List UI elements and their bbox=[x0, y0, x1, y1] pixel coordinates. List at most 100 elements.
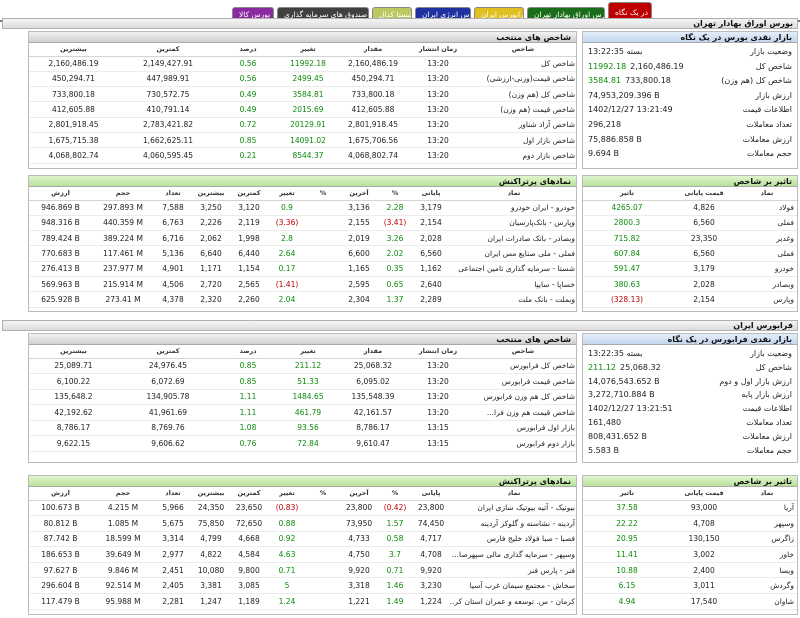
summary-row: شاخص کل 211.12 25,068.32 bbox=[583, 361, 797, 375]
table-row[interactable]: 186.653 B 39.649 M 2,977 4,822 4,584 4.63 4,75… bbox=[29, 546, 576, 563]
tse-impact-name[interactable]: وپارس bbox=[737, 291, 797, 308]
tse-symbol-name[interactable]: وبصادر - بانک صادرات ایران bbox=[450, 230, 576, 247]
ifb-symbol-chg: 0.71 bbox=[268, 562, 306, 579]
table-row[interactable]: 20.95 130,150 زاگرس bbox=[583, 531, 797, 548]
table-row[interactable]: 87.742 B 18.599 M 3,314 4,799 4,668 0.92 4,733… bbox=[29, 531, 576, 548]
tse-symbol-name[interactable]: شستا - سرمایه گذاری تامین اجتماعی bbox=[450, 261, 576, 277]
table-row[interactable]: 4,068,802.74 4,060,595.45 0.21 8544.37 4,068… bbox=[29, 147, 576, 164]
tse-symbols-header-6: کمترین bbox=[230, 187, 268, 201]
tse-symbol-name[interactable]: خساپا - سایپا bbox=[450, 276, 576, 293]
ifb-impact-name[interactable]: ویسا bbox=[737, 562, 797, 579]
tse-impact-name[interactable]: خودرو bbox=[737, 261, 797, 277]
tse-index-value: 412,605.88 bbox=[338, 101, 408, 118]
table-row[interactable]: 2,801,918.45 2,783,421.82 0.72 20129.91 2,80… bbox=[29, 117, 576, 133]
tab-3[interactable]: فرابورس ایران bbox=[474, 7, 524, 21]
table-row[interactable]: 2,160,486.19 2,149,427.91 0.56 11992.18 2,16… bbox=[29, 56, 576, 72]
ifb-symbol-chg: 5 bbox=[268, 577, 306, 595]
table-row[interactable]: 37.58 93,000 آریا bbox=[583, 500, 797, 517]
table-row[interactable]: 1,675,715.38 1,662,625.11 0.85 14091.02 1,67… bbox=[29, 132, 576, 149]
table-row[interactable]: 412,605.88 410,791.14 0.49 2015.69 412,605.8… bbox=[29, 101, 576, 118]
summary-label: وضعیت بازار bbox=[750, 349, 792, 358]
table-row[interactable]: 733,800.18 730,572.75 0.49 3584.81 733,800.1… bbox=[29, 86, 576, 103]
tab-7[interactable]: بورس کالا bbox=[232, 7, 274, 21]
summary-label: شاخص کل bbox=[755, 61, 792, 71]
ifb-impact-name[interactable]: شاوان bbox=[737, 593, 797, 610]
table-row[interactable]: 569.963 B 215.914 M 4,506 2,720 2,565 (1.41) 2… bbox=[29, 276, 576, 293]
summary-value-wrap: 161,480 bbox=[588, 416, 621, 430]
ifb-symbol-name[interactable]: وسپهر - سرمایه گذاری مالی سپهرصا... bbox=[450, 546, 576, 563]
ifb-impact-name[interactable]: خاور bbox=[737, 546, 797, 563]
tab-5[interactable]: شستا کدال bbox=[372, 7, 412, 21]
tse-impact-price: 23,350 bbox=[671, 230, 737, 247]
table-row[interactable]: 6.15 3,011 وگردش bbox=[583, 577, 797, 595]
table-row[interactable]: 715.82 23,350 وغدیر bbox=[583, 230, 797, 247]
table-row[interactable]: 22.22 4,708 وسپهر bbox=[583, 515, 797, 532]
table-row[interactable]: 100.673 B 4.215 M 5,966 24,350 23,650 (0.83) 2… bbox=[29, 500, 576, 517]
tse-impact-name[interactable]: فملی bbox=[737, 215, 797, 232]
table-row[interactable]: 789.424 B 389.224 M 6,716 2,062 1,998 2.8 2,01… bbox=[29, 230, 576, 247]
ifb-symbol-name[interactable]: سخاش - مجتمع سیمان غرب آسیا bbox=[450, 577, 576, 595]
table-row[interactable]: 9,622.15 9,606.62 0.76 72.84 9,610.47 13:15 با… bbox=[29, 435, 576, 452]
tab-1[interactable]: در یک نگاه bbox=[608, 2, 652, 21]
tse-impact-name[interactable]: وغدیر bbox=[737, 230, 797, 247]
ifb-impact-name[interactable]: زاگرس bbox=[737, 531, 797, 548]
tse-index-pct: 0.72 bbox=[218, 117, 278, 133]
tse-impact-price: 6,560 bbox=[671, 245, 737, 262]
tse-symbol-name[interactable]: خودرو - ایران خودرو bbox=[450, 200, 576, 216]
summary-value: 75,886.858 B bbox=[588, 134, 642, 144]
table-row[interactable]: 4.94 17,540 شاوان bbox=[583, 593, 797, 610]
tse-indices-header-2: مقدار bbox=[338, 43, 408, 57]
table-row[interactable]: 607.84 6,560 فملی bbox=[583, 245, 797, 262]
table-row[interactable]: 770.683 B 117.461 M 5,136 6,640 6,440 2.64 6,6… bbox=[29, 245, 576, 262]
table-row[interactable]: 6,100.22 6,072.69 0.85 51.33 6,095.02 13:20 شا… bbox=[29, 373, 576, 390]
ifb-symbols-header-2: % bbox=[378, 487, 412, 501]
table-row[interactable]: 97.627 B 9.846 M 2,451 10,080 9,800 0.71 9,920… bbox=[29, 562, 576, 579]
tse-index-name: شاخص آزاد شناور bbox=[468, 117, 576, 133]
tse-symbol-close: 2,154 bbox=[412, 215, 450, 232]
table-row[interactable]: 25,089.71 24,976.45 0.85 211.12 25,068.32 13:… bbox=[29, 358, 576, 374]
table-row[interactable]: 380.63 2,028 وبصادر bbox=[583, 276, 797, 293]
table-row[interactable]: 117.479 B 95.988 M 2,281 1,247 1,189 1.24 1,22… bbox=[29, 593, 576, 610]
table-row[interactable]: 296.604 B 92.514 M 2,405 3,381 3,085 5 3,318 1.… bbox=[29, 577, 576, 595]
table-row[interactable]: 946.869 B 297.893 M 7,588 3,250 3,120 0.9 3,13… bbox=[29, 200, 576, 216]
tse-impact-name[interactable]: فولاد bbox=[737, 200, 797, 216]
table-row[interactable]: 11.41 3,002 خاور bbox=[583, 546, 797, 563]
tse-symbol-name[interactable]: وبملت - بانک ملت bbox=[450, 291, 576, 308]
table-row[interactable]: 2800.3 6,560 فملی bbox=[583, 215, 797, 232]
table-row[interactable]: 450,294.71 447,989.91 0.56 2499.45 450,294.7… bbox=[29, 71, 576, 88]
tse-symbols-header-0: نماد bbox=[450, 187, 576, 201]
table-row[interactable]: 276.413 B 237.977 M 4,901 1,171 1,154 0.17 1,1… bbox=[29, 261, 576, 277]
table-row[interactable]: (328.13) 2,154 وپارس bbox=[583, 291, 797, 308]
table-row[interactable]: 591.47 3,179 خودرو bbox=[583, 261, 797, 277]
ifb-symbol-name[interactable]: فصبا - صبا فولاد خلیج فارس bbox=[450, 531, 576, 548]
tse-symbol-count: 4,901 bbox=[154, 261, 192, 277]
table-row[interactable]: 135,648.2 134,905.78 1.11 1484.65 135,548.39… bbox=[29, 389, 576, 405]
tab-2[interactable]: بورس اوراق بهادار تهران bbox=[527, 7, 605, 21]
ifb-symbol-name[interactable]: کرمان - س. توسعه و عمران استان کر... bbox=[450, 593, 576, 610]
ifb-symbol-low: 3,085 bbox=[230, 577, 268, 595]
tse-symbol-name[interactable]: وپارس - بانک‌پارسیان bbox=[450, 215, 576, 232]
table-row[interactable]: 8,786.17 8,769.76 1.08 93.56 8,786.17 13:15 با… bbox=[29, 420, 576, 436]
table-row[interactable]: 948.316 B 440.359 M 6,763 2,226 2,119 (3.36) 2… bbox=[29, 215, 576, 232]
table-row[interactable]: 80.812 B 1.085 M 5,675 75,850 72,650 0.88 73,9… bbox=[29, 515, 576, 532]
table-row[interactable]: 625.928 B 273.41 M 4,378 2,320 2,260 2.04 2,30… bbox=[29, 291, 576, 308]
table-row[interactable]: 42,192.62 41,961.69 1.11 461.79 42,161.57 13:… bbox=[29, 404, 576, 421]
tse-impact-name[interactable]: وبصادر bbox=[737, 276, 797, 293]
ifb-symbol-name[interactable]: آردینه - نشاسته و گلوکز آردینه bbox=[450, 515, 576, 532]
table-row[interactable]: 4265.07 4,826 فولاد bbox=[583, 200, 797, 216]
tse-symbol-name[interactable]: فملی - ملی صنایع مس ایران bbox=[450, 245, 576, 262]
tse-impact-effect: 715.82 bbox=[583, 230, 671, 247]
tse-impact-name[interactable]: فملی bbox=[737, 245, 797, 262]
ifb-symbol-name[interactable]: بیوتیک - آتیه بیوتیک سازی ایران bbox=[450, 500, 576, 517]
tab-6[interactable]: صندوق های سرمایه گذاری bbox=[277, 7, 369, 21]
tab-4[interactable]: بورس انرژی ایران bbox=[415, 7, 471, 21]
tse-symbol-cpct: 0.65 bbox=[378, 276, 412, 293]
ifb-impact-name[interactable]: وگردش bbox=[737, 577, 797, 595]
table-row[interactable]: 10.88 2,400 ویسا bbox=[583, 562, 797, 579]
ifb-symbol-close: 74,450 bbox=[412, 515, 450, 532]
tse-summary-title: بازار نقدی بورس در یک نگاه bbox=[583, 32, 797, 43]
ifb-impact-name[interactable]: آریا bbox=[737, 500, 797, 517]
ifb-impact-name[interactable]: وسپهر bbox=[737, 515, 797, 532]
ifb-symbol-name[interactable]: فنر - پارس فنر bbox=[450, 562, 576, 579]
tse-summary-panel: بازار نقدی بورس در یک نگاه وضعیت بازار بس… bbox=[582, 31, 798, 169]
